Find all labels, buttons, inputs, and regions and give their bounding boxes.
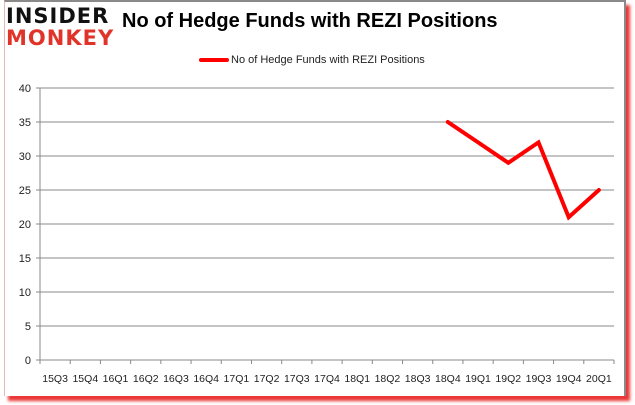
x-tick-label: 18Q4 bbox=[435, 373, 461, 385]
legend-line-swatch-icon bbox=[199, 58, 229, 62]
x-tick-label: 17Q2 bbox=[254, 373, 280, 385]
x-axis: 15Q3 15Q4 16Q1 16Q2 16Q3 16Q4 17Q1 17Q2 17Q3 17Q4… bbox=[39, 359, 615, 385]
x-tick-label: 17Q3 bbox=[284, 373, 310, 385]
x-tick-label: 19Q4 bbox=[556, 373, 582, 385]
x-tick-label: 19Q2 bbox=[495, 373, 521, 385]
y-tick-label: 35 bbox=[19, 117, 31, 129]
x-tick-label: 19Q3 bbox=[526, 373, 552, 385]
x-tick-label: 16Q2 bbox=[133, 373, 159, 385]
x-tick-label: 18Q2 bbox=[375, 373, 401, 385]
data-series bbox=[445, 120, 601, 221]
y-tick-label: 0 bbox=[25, 355, 31, 367]
y-tick-label: 15 bbox=[19, 253, 31, 265]
chart-title: No of Hedge Funds with REZI Positions bbox=[122, 10, 498, 32]
y-tick-label: 25 bbox=[19, 185, 31, 197]
y-tick-label: 30 bbox=[19, 151, 31, 163]
gridlines bbox=[40, 87, 614, 327]
series-line bbox=[445, 120, 601, 221]
x-tick-label: 16Q1 bbox=[103, 373, 129, 385]
x-tick-label: 17Q4 bbox=[314, 373, 340, 385]
x-tick-label: 15Q4 bbox=[72, 373, 98, 385]
y-tick-label: 5 bbox=[25, 321, 31, 333]
x-tick-label: 20Q1 bbox=[586, 373, 612, 385]
y-tick-label: 40 bbox=[19, 83, 31, 95]
y-axis: 0 5 10 15 20 25 30 35 40 bbox=[19, 83, 41, 367]
x-tick-label: 18Q3 bbox=[405, 373, 431, 385]
y-tick-label: 20 bbox=[19, 219, 31, 231]
logo-line-2: MONKEY bbox=[6, 26, 115, 50]
x-tick-label: 19Q1 bbox=[465, 373, 491, 385]
y-tick-label: 10 bbox=[19, 287, 31, 299]
x-tick-label: 16Q4 bbox=[193, 373, 219, 385]
insider-monkey-logo: INSIDER MONKEY bbox=[6, 5, 118, 51]
x-tick-label: 18Q1 bbox=[344, 373, 370, 385]
legend-label: No of Hedge Funds with REZI Positions bbox=[231, 54, 425, 66]
x-tick-label: 16Q3 bbox=[163, 373, 189, 385]
chart-legend: No of Hedge Funds with REZI Positions bbox=[199, 54, 425, 66]
logo-line-1: INSIDER bbox=[6, 4, 110, 28]
x-tick-label: 15Q3 bbox=[42, 373, 68, 385]
x-tick-label: 17Q1 bbox=[224, 373, 250, 385]
chart-frame bbox=[4, 0, 626, 396]
